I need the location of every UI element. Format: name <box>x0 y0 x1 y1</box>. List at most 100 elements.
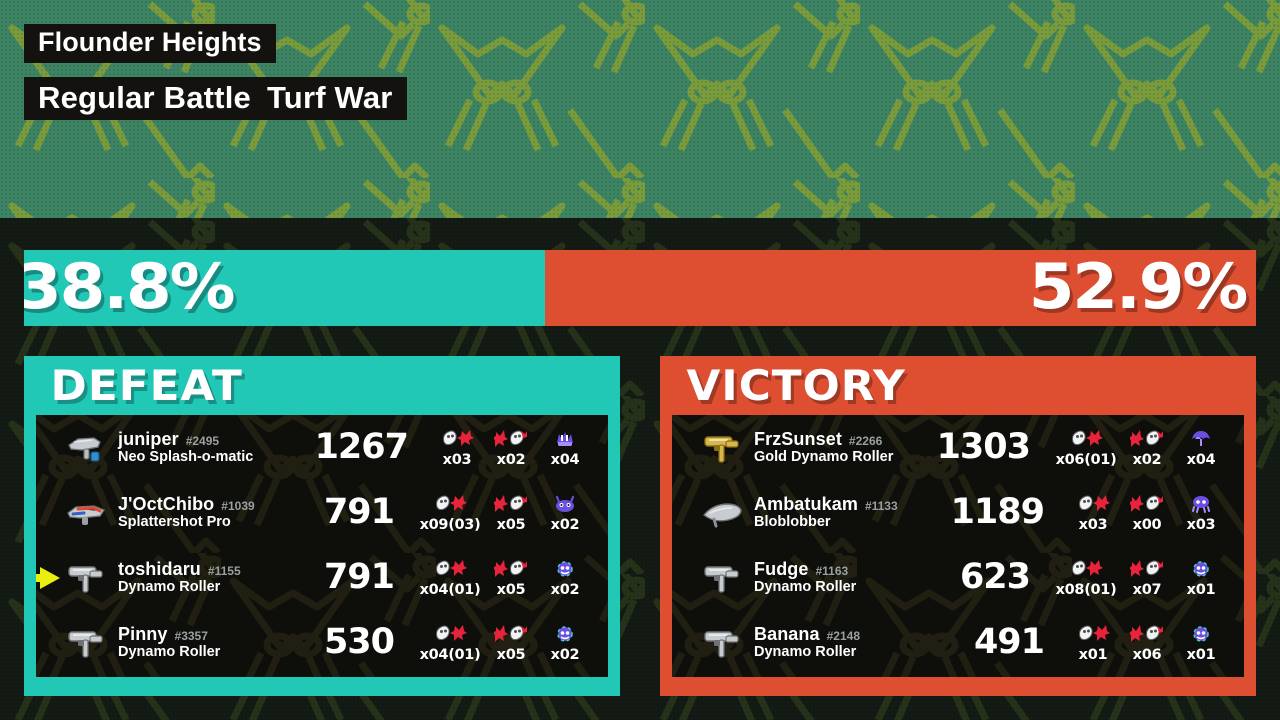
self-player-marker-icon <box>36 565 64 591</box>
player-name-line: Fudge #1163 <box>754 560 910 578</box>
turf-inked-score: 1189 <box>950 492 1045 532</box>
special-booyah-icon <box>1190 622 1212 644</box>
special-booyah-icon <box>1190 557 1212 579</box>
turf-percentage-bar: 38.8% 52.9% <box>24 250 1256 326</box>
player-row[interactable]: juniper #2495 Neo Splash-o-matic 1267 x0… <box>36 415 608 480</box>
player-name-line: Pinny #3357 <box>118 625 274 643</box>
player-row[interactable]: toshidaru #1155 Dynamo Roller 791 x04(01… <box>36 545 608 610</box>
splat-kill-icon <box>1069 557 1103 579</box>
kills-value: x09(03) <box>419 517 481 533</box>
player-row[interactable]: J'OctChibo #1039 Splattershot Pro 791 x0… <box>36 480 608 545</box>
weapon-name: Splattershot Pro <box>118 513 231 530</box>
turf-inked-score: 791 <box>323 492 395 532</box>
weapon-name: Dynamo Roller <box>754 643 857 660</box>
special-umbrella-icon <box>1190 427 1212 449</box>
turf-inked-score: 530 <box>323 622 395 662</box>
specials-stat: x02 <box>538 557 592 598</box>
player-info: Pinny #3357 Dynamo Roller <box>118 625 274 661</box>
player-name: Banana <box>754 623 820 644</box>
bravo-percentage-segment: 52.9% <box>545 250 1256 326</box>
specials-stat: x01 <box>1174 622 1228 663</box>
rule-label: Turf War <box>266 80 393 115</box>
weapon-name: Dynamo Roller <box>118 643 221 660</box>
player-row[interactable]: Banana #2148 Dynamo Roller 491 x01 <box>672 610 1244 675</box>
player-name: toshidaru <box>118 558 201 579</box>
kills-value: x01 <box>1078 647 1108 663</box>
roster-bravo: FrzSunset #2266 Gold Dynamo Roller 1303 … <box>672 415 1244 677</box>
player-tag: #1039 <box>221 498 255 513</box>
team-panel-alpha: DEFEAT juniper #2495 Neo Splash-o-matic … <box>24 356 620 696</box>
player-info: toshidaru #1155 Dynamo Roller <box>118 560 274 596</box>
kills-stat: x04(01) <box>416 622 484 663</box>
deaths-stat: x05 <box>484 622 538 663</box>
player-name: Ambatukam <box>754 493 858 514</box>
player-name-line: J'OctChibo #1039 <box>118 495 274 513</box>
roller-icon <box>64 558 108 598</box>
splat-death-icon <box>1130 427 1164 449</box>
player-name-line: toshidaru #1155 <box>118 560 274 578</box>
player-name-line: juniper #2495 <box>118 430 288 448</box>
special-reefslider-icon <box>554 492 576 514</box>
player-row[interactable]: Ambatukam #1133 Bloblobber 1189 x03 <box>672 480 1244 545</box>
kills-stat: x04(01) <box>416 557 484 598</box>
alpha-percentage-label: 38.8% <box>24 250 236 323</box>
turf-inked-score: 491 <box>973 622 1045 662</box>
deaths-value: x02 <box>496 452 526 468</box>
shooter-icon <box>64 428 108 468</box>
shooter-pro-icon <box>64 493 108 533</box>
specials-value: x01 <box>1186 647 1216 663</box>
player-tag: #3357 <box>174 628 208 643</box>
kills-value: x04(01) <box>419 582 481 598</box>
battle-mode-chip: Regular Battle Turf War <box>24 77 407 120</box>
mode-label: Regular Battle <box>38 80 251 115</box>
player-name: juniper <box>118 428 179 449</box>
splat-kill-icon <box>1076 492 1110 514</box>
player-tag: #2495 <box>185 433 220 448</box>
player-tag: #2266 <box>848 433 883 448</box>
specials-value: x02 <box>550 582 580 598</box>
player-info: J'OctChibo #1039 Splattershot Pro <box>118 495 274 531</box>
kills-stat: x09(03) <box>416 492 484 533</box>
player-row[interactable]: Pinny #3357 Dynamo Roller 530 x04(01) <box>36 610 608 675</box>
player-info: FrzSunset #2266 Gold Dynamo Roller <box>754 430 910 466</box>
roster-alpha: juniper #2495 Neo Splash-o-matic 1267 x0… <box>36 415 608 677</box>
specials-value: x01 <box>1186 582 1216 598</box>
kills-stat: x01 <box>1066 622 1120 663</box>
deaths-stat: x02 <box>1120 427 1174 468</box>
splat-kill-icon <box>1076 622 1110 644</box>
player-row[interactable]: Fudge #1163 Dynamo Roller 623 x08(01) <box>672 545 1244 610</box>
specials-value: x04 <box>550 452 580 468</box>
specials-value: x03 <box>1186 517 1216 533</box>
player-tag: #1155 <box>207 563 241 578</box>
deaths-value: x05 <box>496 517 526 533</box>
player-info: Ambatukam #1133 Bloblobber <box>754 495 924 531</box>
specials-value: x02 <box>550 517 580 533</box>
splat-kill-icon <box>440 427 474 449</box>
splat-kill-icon <box>1069 427 1103 449</box>
player-name: Pinny <box>118 623 168 644</box>
player-tag: #1163 <box>815 563 849 578</box>
deaths-stat: x00 <box>1120 492 1174 533</box>
splat-kill-icon <box>433 492 467 514</box>
kills-stat: x03 <box>430 427 484 468</box>
deaths-value: x05 <box>496 647 526 663</box>
kills-stat: x08(01) <box>1052 557 1120 598</box>
specials-stat: x01 <box>1174 557 1228 598</box>
player-name-line: Banana #2148 <box>754 625 924 643</box>
turf-inked-score: 1303 <box>936 427 1031 467</box>
player-tag: #2148 <box>826 628 860 643</box>
weapon-name: Dynamo Roller <box>754 578 857 595</box>
roller-icon <box>700 558 744 598</box>
slosher-icon <box>700 493 744 533</box>
turf-inked-score: 1267 <box>314 427 409 467</box>
player-stats: x08(01) x07 x01 <box>1052 557 1228 598</box>
stage-name-chip: Flounder Heights <box>24 24 276 63</box>
specials-stat: x03 <box>1174 492 1228 533</box>
player-name-line: FrzSunset #2266 <box>754 430 910 448</box>
special-booyah-icon <box>554 622 576 644</box>
alpha-percentage-segment: 38.8% <box>24 250 546 326</box>
deaths-stat: x05 <box>484 492 538 533</box>
special-crab-icon <box>554 427 576 449</box>
player-row[interactable]: FrzSunset #2266 Gold Dynamo Roller 1303 … <box>672 415 1244 480</box>
player-name-line: Ambatukam #1133 <box>754 495 924 513</box>
